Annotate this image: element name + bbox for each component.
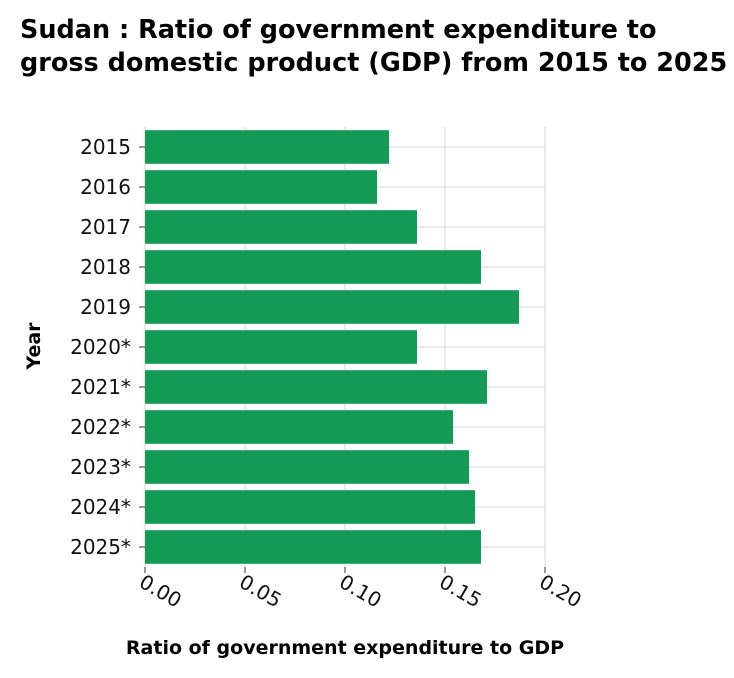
bar (145, 410, 453, 444)
x-axis-ticks: 0.00 0.05 0.10 0.15 0.20 (135, 567, 586, 612)
bar (145, 370, 487, 404)
x-tick-label: 0.00 (135, 569, 186, 612)
y-tick-label: 2016 (80, 175, 131, 199)
y-tick-label: 2023* (70, 455, 131, 479)
bar (145, 250, 481, 284)
bar (145, 530, 481, 564)
y-tick-label: 2018 (80, 255, 131, 279)
x-axis-title: Ratio of government expenditure to GDP (126, 637, 564, 659)
x-tick-label: 0.10 (335, 569, 386, 612)
bar (145, 450, 469, 484)
y-tick-label: 2020* (70, 335, 131, 359)
y-tick-label: 2015 (80, 135, 131, 159)
y-tick-label: 2022* (70, 415, 131, 439)
bar (145, 170, 377, 204)
bar (145, 290, 519, 324)
bar (145, 490, 475, 524)
y-tick-label: 2021* (70, 375, 131, 399)
bars (145, 130, 519, 564)
bar (145, 210, 417, 244)
y-axis-ticks: 2015 2016 2017 2018 2019 2020* 2021* 2022* 2023*… (70, 135, 145, 559)
bar (145, 330, 417, 364)
x-tick-label: 0.20 (535, 569, 586, 612)
y-tick-label: 2024* (70, 495, 131, 519)
y-tick-label: 2025* (70, 535, 131, 559)
y-tick-label: 2017 (80, 215, 131, 239)
chart-title: Sudan : Ratio of government expenditure … (20, 15, 728, 78)
y-axis-title: Year (23, 322, 45, 371)
x-tick-label: 0.15 (435, 569, 486, 612)
y-tick-label: 2019 (80, 295, 131, 319)
bar (145, 130, 389, 164)
x-tick-label: 0.05 (235, 569, 286, 612)
